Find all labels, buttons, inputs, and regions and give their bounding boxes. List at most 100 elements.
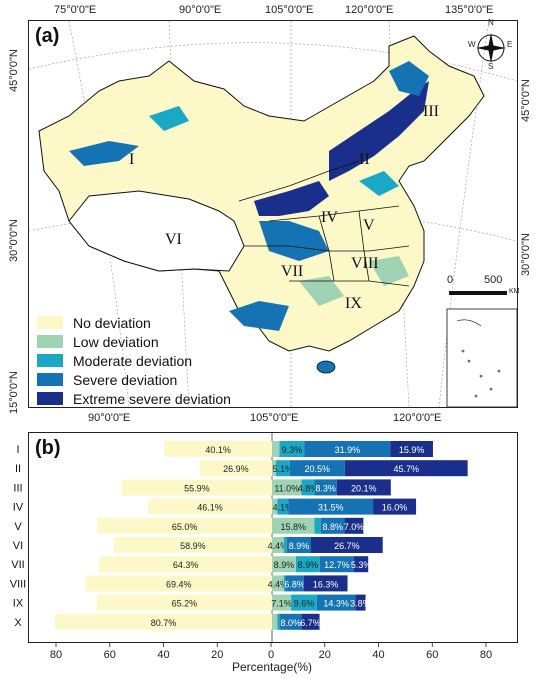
scale-unit-label: KM: [509, 288, 520, 295]
bar-label: 20.1%: [351, 483, 377, 493]
hainan-island: [316, 360, 336, 374]
bar-label: 31.9%: [335, 445, 361, 455]
region-label-iv: IV: [321, 209, 338, 226]
bar-label: 4.4%: [268, 541, 289, 551]
legend-item: Extreme severe deviation: [37, 389, 231, 408]
north-arrow-icon: [476, 33, 506, 63]
category-label: IV: [13, 502, 24, 514]
bar-segment: [277, 498, 289, 515]
bar-label: 8.9%: [289, 541, 310, 551]
legend-label: Moderate deviation: [73, 352, 193, 369]
category-label: V: [14, 521, 22, 533]
legend-swatch: [37, 316, 63, 329]
x-tick-label: 60: [104, 649, 116, 661]
bar-label: 65.0%: [172, 522, 198, 532]
bars-group: 40.1% 9.3% 31.9% 15.9% 26.9% 5.1% 20.5% 45.7% 55…: [55, 441, 468, 630]
china-outline: [38, 35, 485, 352]
bar-segment: [97, 517, 272, 534]
bar-label: 4.8%: [298, 483, 319, 493]
lon-label-bottom: 105°0'0"E: [250, 412, 299, 424]
bar-segment: [320, 517, 345, 534]
x-tick-label: 20: [211, 649, 223, 661]
lon-label-bottom: 90°0'0"E: [88, 412, 131, 424]
x-tick-label: 40: [157, 649, 169, 661]
bar-segment: [390, 441, 433, 457]
bar-segment: [85, 575, 272, 592]
lon-label-top: 135°0'0"E: [445, 4, 494, 16]
legend-swatch: [37, 392, 63, 405]
west-letter: W: [468, 40, 476, 49]
bar-segment: [319, 556, 354, 573]
bar-segment: [336, 479, 391, 496]
bar-segment: [355, 594, 366, 611]
bar-label: 8.9%: [274, 560, 295, 570]
legend-swatch: [37, 335, 63, 348]
bar-segment: [279, 441, 305, 457]
bar-segment: [96, 594, 273, 611]
legend-item: Severe deviation: [37, 370, 231, 389]
bar-segment: [121, 479, 272, 496]
south-letter: S: [488, 62, 494, 71]
bar-label: 7.0%: [344, 522, 365, 532]
bar-segment: [344, 460, 468, 477]
bar-segment: [272, 613, 278, 630]
scale-zero-label: 0: [447, 274, 454, 286]
bar-label: 16.3%: [313, 579, 339, 589]
lat-label-right: 30°0'0"N: [520, 233, 532, 276]
lat-label-left: 30°0'0"N: [8, 219, 20, 262]
category-label: IX: [13, 598, 24, 610]
bar-segment: [276, 460, 290, 477]
scale-bar: [449, 291, 507, 295]
bar-label: 7.1%: [271, 599, 292, 609]
legend-label: Low deviation: [73, 333, 159, 350]
bar-segment: [304, 441, 391, 457]
bar-label: 14.3%: [323, 599, 349, 609]
category-label: III: [13, 482, 22, 494]
legend-swatch: [37, 354, 63, 367]
bar-segment: [295, 556, 320, 573]
legend-label: Severe deviation: [73, 371, 178, 388]
legend-item: Low deviation: [37, 332, 231, 351]
bar-label: 65.2%: [172, 599, 198, 609]
bar-label: 3.8%: [350, 599, 371, 609]
region-boundaries: [238, 160, 410, 287]
bar-label: 5.3%: [351, 560, 372, 570]
bar-label: 55.9%: [184, 483, 210, 493]
china-map: [29, 21, 517, 407]
bar-segment: [301, 613, 320, 630]
bar-label: 16.0%: [382, 503, 408, 513]
deviation-patches: [69, 61, 429, 331]
bar-label: 15.8%: [280, 522, 306, 532]
region-label-vi: VI: [165, 231, 182, 248]
legend-item: Moderate deviation: [37, 351, 231, 370]
x-tick-label: 20: [319, 649, 331, 661]
legend-swatch: [37, 373, 63, 386]
bar-label: 80.7%: [151, 618, 177, 628]
bar-label: 64.3%: [173, 560, 199, 570]
bar-segment: [272, 479, 302, 496]
bar-label: 4.1%: [273, 503, 294, 513]
chart-panel: (b) 40.1% 9.3% 31.9% 15.9% 26.9% 5.1% 20.5% 45.…: [28, 432, 518, 643]
bar-segment: [199, 460, 272, 477]
bar-segment: [277, 613, 281, 630]
south-china-sea-inset: [446, 308, 517, 407]
lat-label-left: 45°0'0"N: [8, 49, 20, 92]
bar-segment: [272, 537, 284, 553]
lat-label-right: 45°0'0"N: [520, 79, 532, 122]
lon-label-bottom: 120°0'0"E: [393, 412, 442, 424]
bar-label: 69.4%: [166, 579, 192, 589]
east-letter: E: [507, 40, 513, 49]
north-letter: N: [488, 18, 494, 27]
category-label: X: [14, 617, 22, 629]
bar-segment: [272, 498, 278, 515]
bar-segment: [280, 613, 302, 630]
bar-label: 8.8%: [322, 522, 343, 532]
bar-segment: [283, 575, 286, 592]
x-tick-label: 80: [50, 649, 62, 661]
bar-label: 26.9%: [223, 464, 249, 474]
bar-segment: [287, 537, 311, 553]
bar-segment: [301, 479, 315, 496]
lon-label-top: 120°0'0"E: [345, 4, 394, 16]
x-tick-label: 80: [480, 649, 492, 661]
legend-item: No deviation: [37, 313, 231, 332]
